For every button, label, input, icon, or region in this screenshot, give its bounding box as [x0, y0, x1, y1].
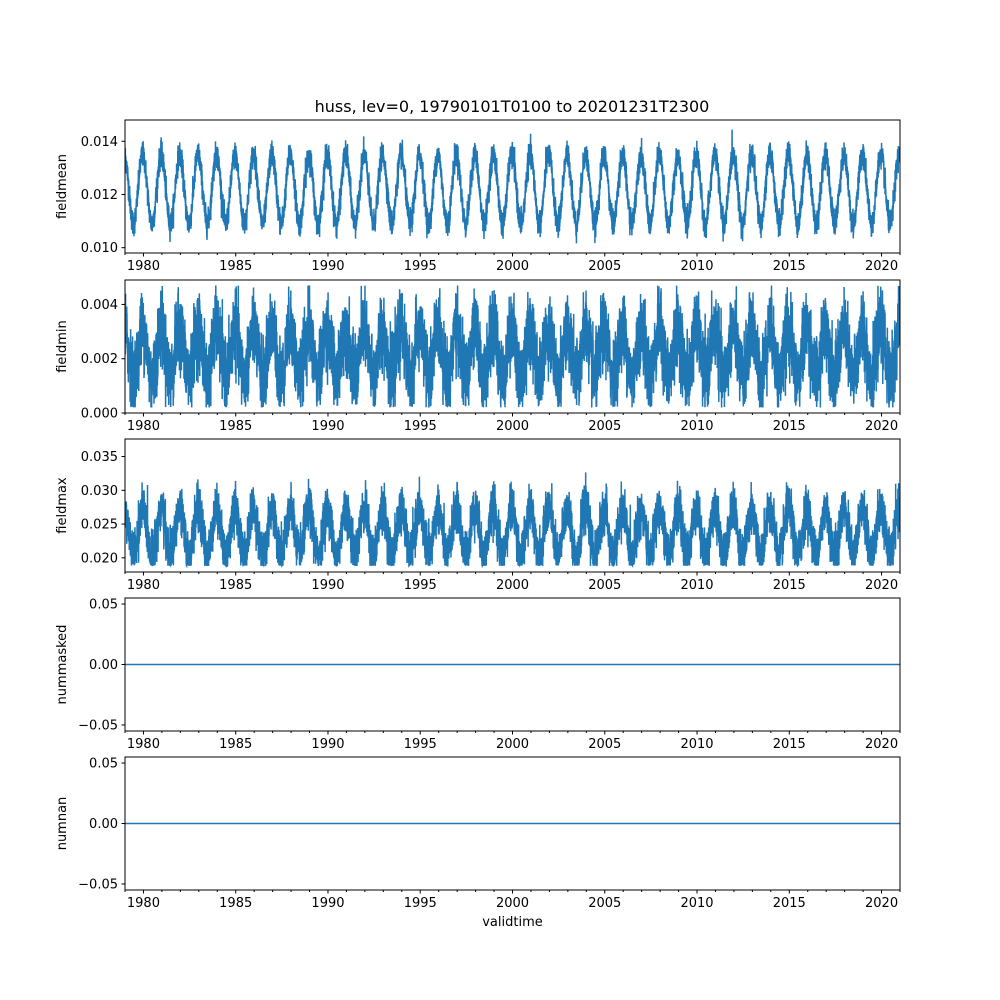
x-tick-label: 1995 [404, 737, 437, 752]
y-tick-label: 0.012 [81, 188, 118, 203]
y-tick-label: 0.00 [89, 817, 118, 832]
x-tick-label: 2020 [865, 737, 898, 752]
x-tick-label: 1990 [311, 896, 344, 911]
x-tick-label: 1990 [311, 578, 344, 593]
subplot-numnan: 1980 1985 1990 1995 2000 2005 2010 2015 2020 −0.0… [55, 756, 901, 930]
y-tick-label: 0.004 [81, 298, 118, 313]
x-tick-label: 1990 [311, 259, 344, 274]
y-tick-label: 0.00 [89, 658, 118, 673]
x-axis-label: validtime [482, 915, 543, 930]
series-line-fieldmean [125, 129, 900, 244]
y-tick-label: −0.05 [78, 718, 118, 733]
x-tick-label: 1985 [219, 419, 252, 434]
x-tick-label: 1980 [127, 737, 160, 752]
y-axis-label-nummasked: nummasked [55, 625, 70, 705]
x-tick-label: 2005 [588, 259, 621, 274]
y-tick-label: 0.000 [81, 407, 118, 422]
y-axis-label-fieldmax: fieldmax [55, 477, 70, 534]
y-axis-label-numnan: numnan [55, 797, 70, 851]
subplot-fieldmax: 1980 1985 1990 1995 2000 2005 2010 2015 2020 0.02… [55, 438, 901, 593]
subplot-fieldmean: 1980 1985 1990 1995 2000 2005 2010 2015 2020 0.01… [55, 119, 901, 274]
x-tick-label: 2010 [680, 419, 713, 434]
x-tick-label: 1985 [219, 578, 252, 593]
x-tick-label: 2010 [680, 259, 713, 274]
subplot-nummasked: 1980 1985 1990 1995 2000 2005 2010 2015 2020 −0.0… [55, 597, 901, 752]
x-tick-label: 1990 [311, 737, 344, 752]
y-tick-label: 0.014 [81, 135, 118, 150]
x-tick-label: 1980 [127, 419, 160, 434]
series-line-fieldmax [125, 472, 900, 569]
x-tick-label: 2010 [680, 737, 713, 752]
x-tick-label: 2020 [865, 578, 898, 593]
x-tick-label: 2000 [496, 259, 529, 274]
x-tick-label: 2010 [680, 578, 713, 593]
subplot-fieldmin: 1980 1985 1990 1995 2000 2005 2010 2015 2020 0.00… [55, 279, 901, 434]
y-tick-label: 0.035 [81, 450, 118, 465]
x-tick-label: 1990 [311, 419, 344, 434]
y-tick-label: 0.002 [81, 352, 118, 367]
x-tick-label: 1980 [127, 578, 160, 593]
x-tick-label: 1995 [404, 259, 437, 274]
y-axis-label-fieldmean: fieldmean [55, 154, 70, 219]
x-tick-label: 2010 [680, 896, 713, 911]
x-tick-label: 2000 [496, 737, 529, 752]
x-tick-label: 1985 [219, 896, 252, 911]
x-tick-label: 1985 [219, 259, 252, 274]
y-tick-label: 0.05 [89, 598, 118, 613]
chart-title: huss, lev=0, 19790101T0100 to 20201231T2… [315, 97, 710, 116]
y-tick-label: 0.010 [81, 241, 118, 256]
x-tick-label: 2015 [773, 737, 806, 752]
x-tick-label: 2020 [865, 419, 898, 434]
x-tick-label: 2000 [496, 578, 529, 593]
x-tick-label: 1995 [404, 419, 437, 434]
y-axis-label-fieldmin: fieldmin [55, 320, 70, 373]
subplot-stack: 1980 1985 1990 1995 2000 2005 2010 2015 2020 0.01… [55, 119, 901, 930]
x-tick-label: 2005 [588, 737, 621, 752]
x-tick-label: 2020 [865, 896, 898, 911]
x-tick-label: 1985 [219, 737, 252, 752]
y-tick-label: 0.025 [81, 518, 118, 533]
y-tick-label: 0.030 [81, 484, 118, 499]
y-tick-label: 0.020 [81, 551, 118, 566]
x-tick-label: 2005 [588, 578, 621, 593]
x-tick-label: 2015 [773, 259, 806, 274]
x-tick-label: 2005 [588, 419, 621, 434]
x-tick-label: 2005 [588, 896, 621, 911]
x-tick-label: 2015 [773, 578, 806, 593]
x-tick-label: 1980 [127, 259, 160, 274]
x-tick-label: 2000 [496, 896, 529, 911]
x-tick-label: 2015 [773, 896, 806, 911]
x-tick-label: 2020 [865, 259, 898, 274]
series-line-fieldmin [125, 285, 900, 408]
x-tick-label: 1980 [127, 896, 160, 911]
x-tick-label: 2015 [773, 419, 806, 434]
x-tick-label: 2000 [496, 419, 529, 434]
x-tick-label: 1995 [404, 578, 437, 593]
y-tick-label: 0.05 [89, 757, 118, 772]
x-tick-label: 1995 [404, 896, 437, 911]
y-tick-label: −0.05 [78, 877, 118, 892]
